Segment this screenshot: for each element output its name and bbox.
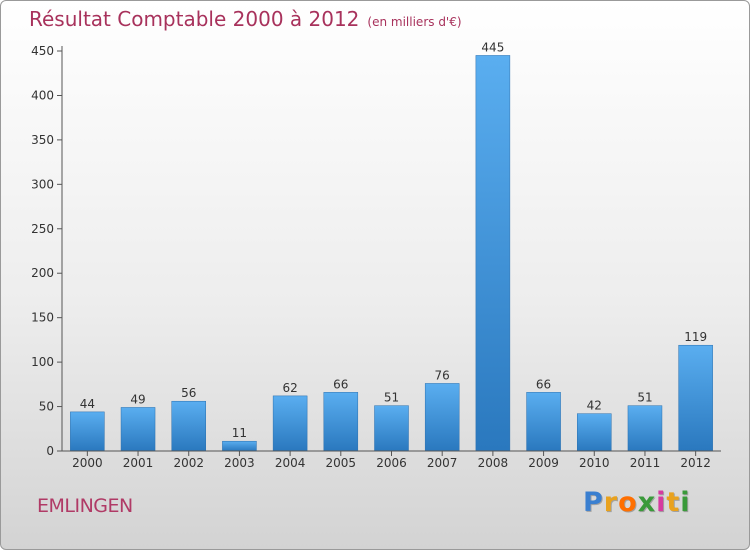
x-tick-label: 2009	[528, 456, 559, 470]
bar	[627, 405, 663, 452]
x-tick-label: 2003	[224, 456, 255, 470]
bar-value-label: 11	[232, 426, 247, 440]
y-tick-label: 100	[31, 355, 54, 369]
bar	[272, 395, 308, 452]
y-tick-label: 150	[31, 311, 54, 325]
bar-value-label: 49	[130, 392, 145, 406]
bar	[424, 383, 460, 452]
bar	[70, 411, 105, 452]
logo-letter: i	[680, 487, 691, 518]
x-tick-label: 2011	[630, 456, 661, 470]
bar	[678, 344, 713, 452]
x-tick-label: 2008	[478, 456, 509, 470]
bar	[577, 413, 612, 452]
x-tick-label: 2010	[579, 456, 610, 470]
y-tick-label: 50	[39, 400, 54, 414]
bar	[374, 405, 409, 452]
logo-letter: i	[656, 487, 667, 518]
bar	[120, 407, 156, 452]
x-tick-label: 2006	[376, 456, 407, 470]
bar	[526, 392, 561, 452]
proxiti-logo: Proxiti	[583, 487, 691, 518]
x-tick-label: 2000	[72, 456, 103, 470]
bar-value-label: 51	[384, 391, 399, 405]
chart-title-main: Résultat Comptable 2000 à 2012	[29, 7, 360, 31]
bar	[222, 440, 257, 452]
bar-value-label: 56	[181, 386, 196, 400]
x-tick-label: 2005	[326, 456, 357, 470]
logo-letter: t	[666, 487, 681, 518]
x-tick-label: 2007	[427, 456, 458, 470]
bar-value-label: 445	[481, 40, 504, 54]
bar-value-label: 44	[80, 397, 95, 411]
logo-letter: x	[637, 487, 657, 518]
bar-value-label: 62	[282, 381, 297, 395]
x-tick-label: 2012	[680, 456, 711, 470]
x-tick-label: 2001	[123, 456, 154, 470]
bar-value-label: 51	[637, 391, 652, 405]
bar-value-label: 76	[435, 368, 450, 382]
y-tick-label: 200	[31, 266, 54, 280]
y-tick-label: 300	[31, 177, 54, 191]
logo-letter: P	[583, 487, 604, 518]
bar	[475, 55, 511, 452]
chart-title: Résultat Comptable 2000 à 2012 (en millie…	[29, 7, 462, 31]
y-tick-label: 0	[46, 444, 54, 458]
bar-value-label: 119	[684, 330, 707, 344]
bar	[171, 400, 206, 452]
y-tick-label: 450	[31, 44, 54, 58]
bar-value-label: 42	[587, 399, 602, 413]
logo-letter: o	[618, 487, 638, 518]
bar-value-label: 66	[536, 377, 551, 391]
y-tick-label: 350	[31, 133, 54, 147]
commune-name: EMLINGEN	[37, 495, 133, 517]
x-tick-label: 2002	[173, 456, 204, 470]
bar-value-label: 66	[333, 377, 348, 391]
y-tick-label: 400	[31, 88, 54, 102]
x-tick-label: 2004	[275, 456, 306, 470]
y-tick-label: 250	[31, 222, 54, 236]
chart-title-unit: (en milliers d'€)	[367, 15, 462, 29]
logo-letter: r	[603, 487, 619, 518]
bar	[323, 392, 359, 452]
